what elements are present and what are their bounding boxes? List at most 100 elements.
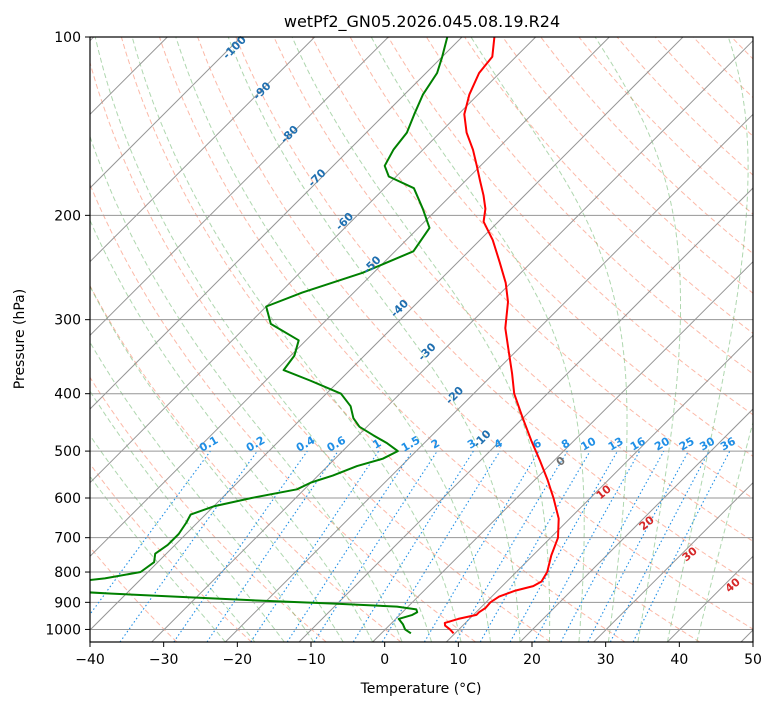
isotherm xyxy=(224,113,753,642)
theta-e-label: -20 xyxy=(443,384,466,407)
mixing-ratio-line xyxy=(206,450,339,642)
mixing-ratio-line xyxy=(286,450,413,642)
mixing-ratio-label: 4 xyxy=(492,436,505,451)
isotherm xyxy=(90,37,463,410)
isotherm xyxy=(90,37,684,631)
dry-adiabat xyxy=(159,37,700,642)
mixing-ratio-line xyxy=(560,450,665,642)
moist-adiabat xyxy=(94,37,433,642)
y-tick-label: 100 xyxy=(54,30,81,46)
isotherm xyxy=(298,187,753,642)
y-axis: 100 200 300 400 500 600 700 800 900 1000 xyxy=(45,30,90,638)
mixing-ratio-line xyxy=(509,450,618,642)
dry-adiabat xyxy=(502,37,753,294)
temperature-line xyxy=(443,37,560,634)
pressure-grid xyxy=(90,37,753,630)
x-tick-label: −40 xyxy=(75,652,105,668)
isotherm xyxy=(90,37,242,189)
dry-adiabat xyxy=(425,37,753,375)
theta-e-label: -30 xyxy=(415,340,438,363)
moist-adiabat xyxy=(470,37,628,642)
y-tick-label: 800 xyxy=(54,565,81,581)
y-tick-label: 1000 xyxy=(45,622,81,638)
dry-adiabat xyxy=(387,37,753,416)
moist-adiabat xyxy=(370,37,585,642)
background-lines xyxy=(90,37,753,642)
dry-adiabat-label: 0 xyxy=(554,454,568,469)
x-tick-label: 20 xyxy=(523,652,541,668)
moist-adiabat xyxy=(291,37,551,642)
y-tick-label: 500 xyxy=(54,444,81,460)
theta-e-label: -90 xyxy=(250,79,273,102)
y-tick-label: 700 xyxy=(54,531,81,547)
dry-adiabat xyxy=(90,183,476,642)
dry-adiabat xyxy=(90,61,551,642)
isotherm xyxy=(519,408,753,642)
chart-title: wetPf2_GN05.2026.045.08.19.R24 xyxy=(284,12,560,32)
x-axis-label: Temperature (°C) xyxy=(360,681,482,697)
dry-adiabat xyxy=(197,37,753,630)
x-tick-label: −30 xyxy=(149,652,179,668)
dry-adiabat xyxy=(654,37,753,137)
isotherm xyxy=(90,37,537,484)
theta-e-label: -40 xyxy=(388,297,411,320)
moist-adiabat xyxy=(90,341,315,642)
isotherm xyxy=(90,37,316,263)
y-tick-label: 400 xyxy=(54,387,81,403)
isotherm xyxy=(445,334,753,642)
dry-adiabat xyxy=(311,37,753,500)
x-tick-label: −20 xyxy=(223,652,253,668)
isotherm xyxy=(151,39,753,642)
moist-adiabat xyxy=(90,218,374,642)
moist-adiabat xyxy=(594,37,681,642)
y-tick-label: 200 xyxy=(54,208,81,224)
moist-adiabat xyxy=(666,37,749,642)
dry-adiabat xyxy=(540,37,753,255)
moist-adiabat xyxy=(131,37,462,642)
theta-e-label: -80 xyxy=(278,123,301,146)
dry-adiabat xyxy=(692,37,753,99)
y-tick-label: 600 xyxy=(54,491,81,507)
x-axis: −40 −30 −20 −10 0 10 20 30 40 50 xyxy=(75,642,762,668)
dry-adiabat xyxy=(273,37,753,542)
x-tick-label: 0 xyxy=(380,652,389,668)
y-tick-label: 900 xyxy=(54,595,81,611)
mixing-ratio-line xyxy=(455,450,568,642)
moist-adiabat xyxy=(90,475,226,642)
mixing-ratio-label: 6 xyxy=(531,436,544,451)
mixing-ratio-line xyxy=(173,450,308,642)
mixing-ratio-line xyxy=(632,450,731,642)
isotherm xyxy=(593,481,753,642)
theta-e-label: -60 xyxy=(333,210,356,233)
mixing-ratio-line xyxy=(250,450,380,642)
mixing-ratio-line xyxy=(119,450,258,642)
mixing-ratio-lines xyxy=(90,450,731,642)
mixing-ratio-label: 1 xyxy=(370,437,383,452)
isotherm xyxy=(90,37,610,558)
moist-adiabat xyxy=(227,37,521,642)
line-annotations: 0.1 0.2 0.4 0.6 1 1.5 2 3 4 6 8 10 13 16 20 25 30 36-100-… xyxy=(197,33,743,595)
dry-adiabat xyxy=(90,284,402,642)
dry-adiabat-label: 30 xyxy=(680,544,700,564)
dry-adiabat-label: 20 xyxy=(637,513,657,533)
dry-adiabat xyxy=(120,37,626,642)
dry-adiabat xyxy=(578,37,753,215)
profiles xyxy=(90,37,560,635)
dry-adiabat-label: 10 xyxy=(594,482,614,502)
dry-adiabat xyxy=(349,37,753,457)
mixing-ratio-line xyxy=(533,450,641,642)
dry-adiabat xyxy=(90,463,252,642)
dewpoint-line xyxy=(90,37,449,635)
y-axis-label: Pressure (hPa) xyxy=(12,289,28,389)
mixing-ratio-line xyxy=(90,450,211,616)
moist-adiabat xyxy=(90,434,256,642)
x-tick-label: 40 xyxy=(670,652,688,668)
mixing-ratio-line xyxy=(313,450,438,642)
dry-adiabat xyxy=(90,376,327,642)
mixing-ratio-line xyxy=(587,450,689,642)
dry-adiabat xyxy=(464,37,753,334)
mixing-ratio-label: 2 xyxy=(429,437,442,452)
theta-e-label: -70 xyxy=(305,166,328,189)
moist-adiabat xyxy=(696,420,753,642)
